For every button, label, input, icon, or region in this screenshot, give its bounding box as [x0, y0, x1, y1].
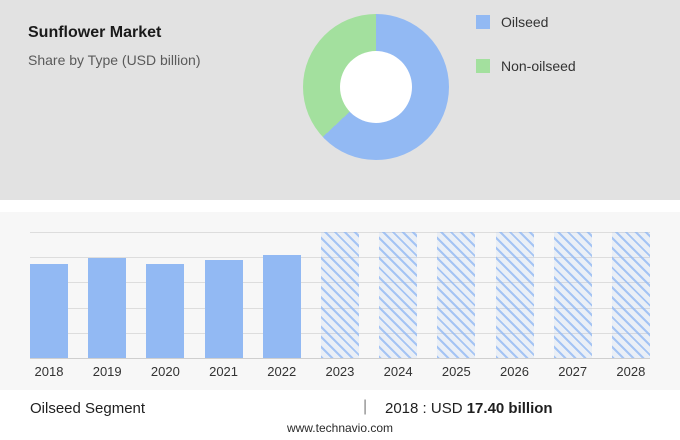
website-url: www.technavio.com	[286, 421, 394, 435]
value-bold: 17.40 billion	[466, 400, 553, 417]
x-labels: 2018 2019 2020 2021 2022 2023 2024 2025 2026 2027…	[30, 364, 650, 379]
separator: |	[363, 398, 368, 415]
x-label-2021: 2021	[209, 364, 239, 379]
bar-2028	[611, 232, 650, 358]
x-label-2020: 2020	[150, 364, 180, 379]
x-label-2025: 2025	[441, 364, 471, 379]
bar-2024	[379, 232, 418, 358]
footer: Oilseed Segment | 2018 : USD 17.40 billi…	[0, 390, 680, 440]
bar-2019	[88, 258, 127, 358]
x-label-2027: 2027	[558, 364, 588, 379]
header-panel: Sunflower Market Share by Type (USD bill…	[0, 0, 680, 200]
x-label-2023: 2023	[325, 364, 355, 379]
bar-2025	[437, 232, 476, 358]
x-label-2026: 2026	[500, 364, 529, 379]
donut-chart	[303, 14, 449, 160]
legend-label: Non-oilseed	[501, 58, 576, 74]
legend-item-non-oilseed: Non-oilseed	[476, 58, 576, 74]
bar-chart-plot	[30, 232, 650, 359]
x-axis-line	[30, 358, 650, 359]
bar-2018	[30, 263, 68, 358]
page-subtitle: Share by Type (USD billion)	[28, 52, 201, 68]
segment-label: Oilseed Segment	[30, 400, 146, 417]
legend-item-oilseed: Oilseed	[476, 14, 576, 30]
donut-hole	[340, 51, 412, 123]
legend-label: Oilseed	[501, 14, 549, 30]
bar-2021	[204, 259, 243, 358]
x-label-2018: 2018	[34, 364, 64, 379]
bar-chart-panel: 2018 2019 2020 2021 2022 2023 2024 2025 2026 2027…	[0, 212, 680, 390]
value-prefix: 2018 : USD	[385, 400, 467, 417]
x-label-2019: 2019	[92, 364, 122, 379]
bar-2026	[495, 232, 534, 358]
x-label-2024: 2024	[383, 364, 413, 379]
bar-2023	[320, 232, 359, 358]
non-oilseed-swatch-icon	[476, 59, 490, 73]
value-line: 2018 : USD 17.40 billion	[385, 400, 553, 417]
oilseed-swatch-icon	[476, 15, 490, 29]
x-label-2022: 2022	[267, 364, 297, 379]
bar-2022	[262, 254, 301, 358]
page-title: Sunflower Market	[28, 24, 162, 41]
title-block: Sunflower Market Share by Type (USD bill…	[28, 24, 200, 68]
x-label-2028: 2028	[616, 364, 646, 379]
bar-2020	[146, 263, 185, 358]
bars	[30, 232, 650, 358]
bar-2027	[553, 232, 592, 358]
chart-legend: Oilseed Non-oilseed	[476, 14, 576, 102]
